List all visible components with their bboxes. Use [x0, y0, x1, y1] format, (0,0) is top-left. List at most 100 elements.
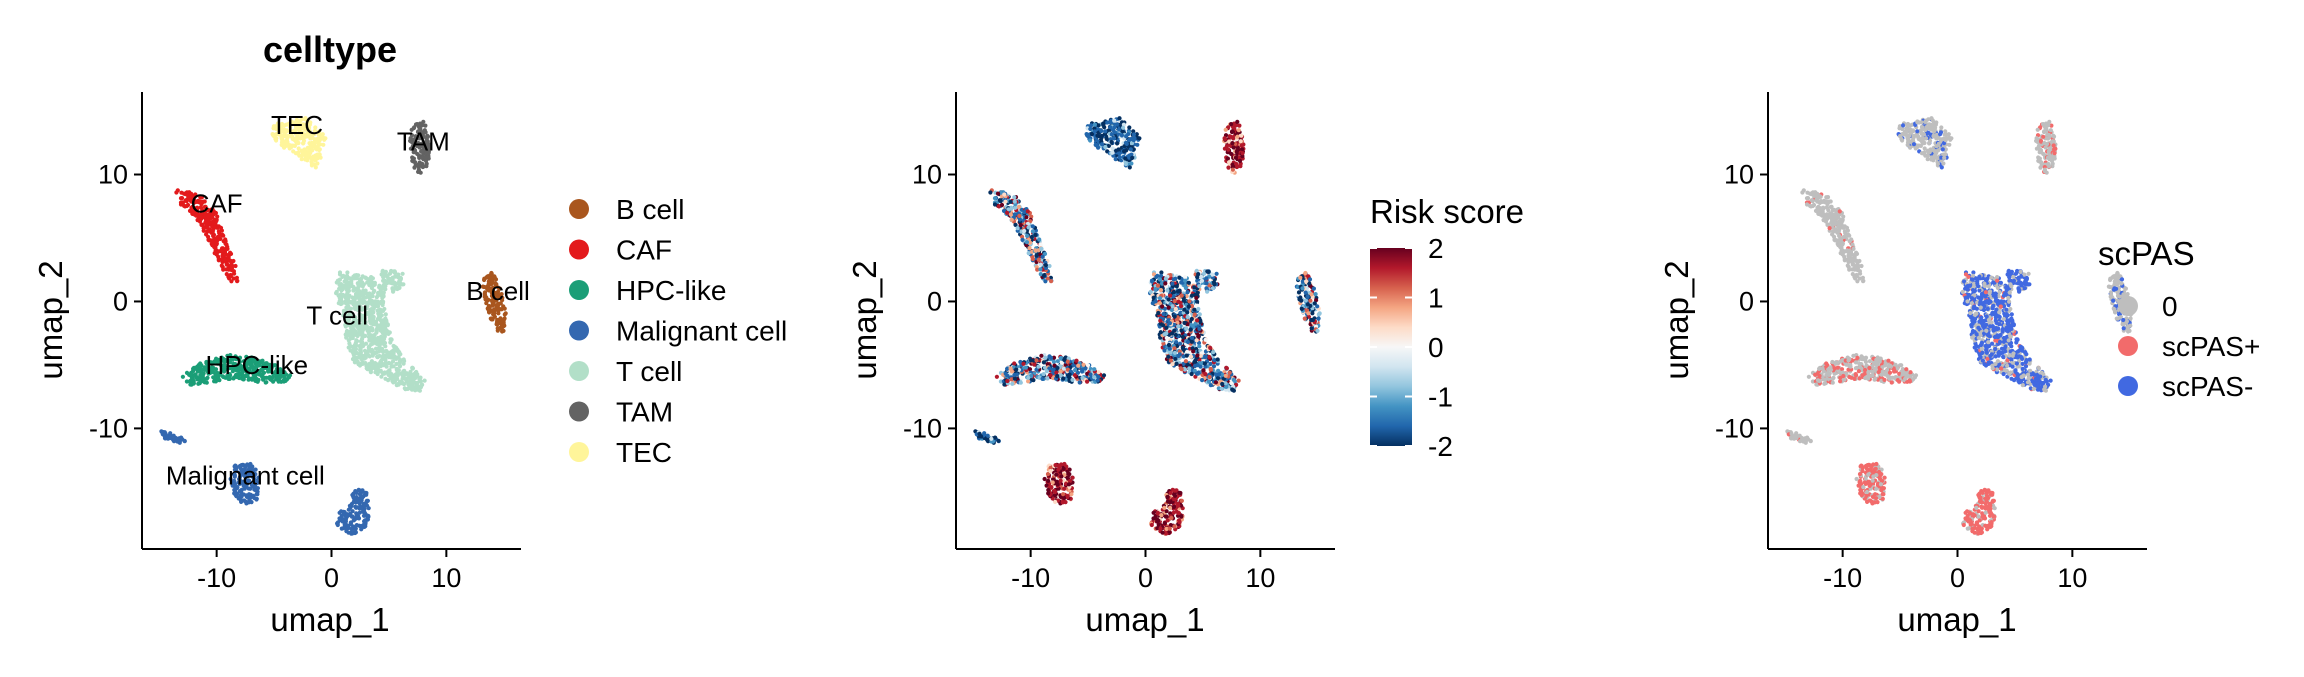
scatter-point [1062, 358, 1066, 362]
scatter-point [2111, 299, 2115, 303]
scatter-point [389, 372, 393, 376]
scatter-point [336, 523, 340, 527]
scatter-point [390, 276, 394, 280]
scatter-point [338, 296, 342, 300]
scatter-point [1152, 511, 1156, 515]
scatter-point [379, 313, 383, 317]
scatter-point [181, 375, 185, 379]
y-tick-label: 10 [98, 160, 128, 190]
scatter-point [1042, 360, 1046, 364]
scatter-point [339, 287, 343, 291]
scatter-point [185, 199, 189, 203]
scatter-point [1306, 295, 1310, 299]
scatter-point [1172, 524, 1176, 528]
scatter-point [365, 280, 369, 284]
scatter-point [1214, 373, 1218, 377]
scatter-point [386, 378, 390, 382]
scatter-point [1137, 136, 1141, 140]
scatter-point [354, 500, 358, 504]
cluster-label: TAM [397, 126, 450, 156]
scatter-point [220, 254, 224, 258]
y-tick-label: 10 [912, 160, 942, 190]
scatter-point [1231, 168, 1235, 172]
scatter-point [217, 224, 221, 228]
scatter-point [1120, 133, 1124, 137]
scatter-point [1049, 279, 1053, 283]
scatter-point [1207, 380, 1211, 384]
scatter-point [496, 311, 500, 315]
scatter-point [979, 434, 983, 438]
scatter-point [2121, 292, 2125, 296]
scatter-point [1043, 477, 1047, 481]
scatter-point [1211, 350, 1215, 354]
scatter-point [1126, 132, 1130, 136]
scatter-point [229, 279, 233, 283]
scatter-point [208, 229, 212, 233]
scatter-point [406, 387, 410, 391]
scatter-point [1030, 235, 1034, 239]
scatter-point [1080, 376, 1084, 380]
colorbar-tick-label: 2 [1428, 233, 1444, 264]
scatter-point [1062, 462, 1066, 466]
scatter-point [345, 288, 349, 292]
scatter-point [1009, 212, 1013, 216]
scatter-point [224, 243, 228, 247]
scatter-point [186, 203, 190, 207]
scatter-point [393, 380, 397, 384]
scatter-point [1130, 137, 1134, 141]
scatter-point [1195, 353, 1199, 357]
scatter-point [1200, 279, 1204, 283]
scatter-point [1825, 206, 1829, 210]
scatter-point [1235, 164, 1239, 168]
scatter-points-risk-score [973, 116, 1321, 536]
scatter-point [1046, 479, 1050, 483]
scatter-point [1168, 321, 1172, 325]
scatter-point [397, 286, 401, 290]
scatter-point [1187, 281, 1191, 285]
scatter-point [1195, 318, 1199, 322]
scatter-point [1185, 310, 1189, 314]
scatter-point [1163, 281, 1167, 285]
legend-label: TEC [616, 437, 672, 468]
scatter-point [401, 272, 405, 276]
scatter-point [418, 378, 422, 382]
scatter-point [1046, 491, 1050, 495]
scatter-point [1112, 136, 1116, 140]
scatter-point [2110, 276, 2114, 280]
colorbar-tick-label: -1 [1428, 382, 1453, 413]
scatter-point [1168, 351, 1172, 355]
scatter-point [301, 141, 305, 145]
scatter-point [1062, 367, 1066, 371]
scatter-point [1055, 374, 1059, 378]
scatter-point [239, 500, 243, 504]
scatter-point [1129, 161, 1133, 165]
scatter-point [1220, 387, 1224, 391]
scatter-point [342, 511, 346, 515]
scatter-point [1300, 286, 1304, 290]
scatter-point [1034, 249, 1038, 253]
scatter-point [1175, 362, 1179, 366]
scatter-point [381, 353, 385, 357]
scatter-point [1164, 277, 1168, 281]
scatter-point [1085, 380, 1089, 384]
scatter-point [1173, 299, 1177, 303]
scatter-point [1059, 370, 1063, 374]
scatter-point [364, 342, 368, 346]
scatter-point [370, 286, 374, 290]
scatter-point [175, 437, 179, 441]
scatter-point [1043, 279, 1047, 283]
scatter-point [996, 439, 1000, 443]
scatter-point [1312, 287, 1316, 291]
scatter-point [345, 274, 349, 278]
scatter-point [1056, 468, 1060, 472]
scatter-point [495, 318, 499, 322]
scatter-point [308, 149, 312, 153]
scatter-point [1171, 304, 1175, 308]
scatter-point [1226, 157, 1230, 161]
scatter-point [1117, 116, 1121, 120]
scatter-point [1168, 500, 1172, 504]
scatter-point [220, 249, 224, 253]
scatter-point [1164, 514, 1168, 518]
scatter-point [370, 359, 374, 363]
scatter-point [1183, 279, 1187, 283]
